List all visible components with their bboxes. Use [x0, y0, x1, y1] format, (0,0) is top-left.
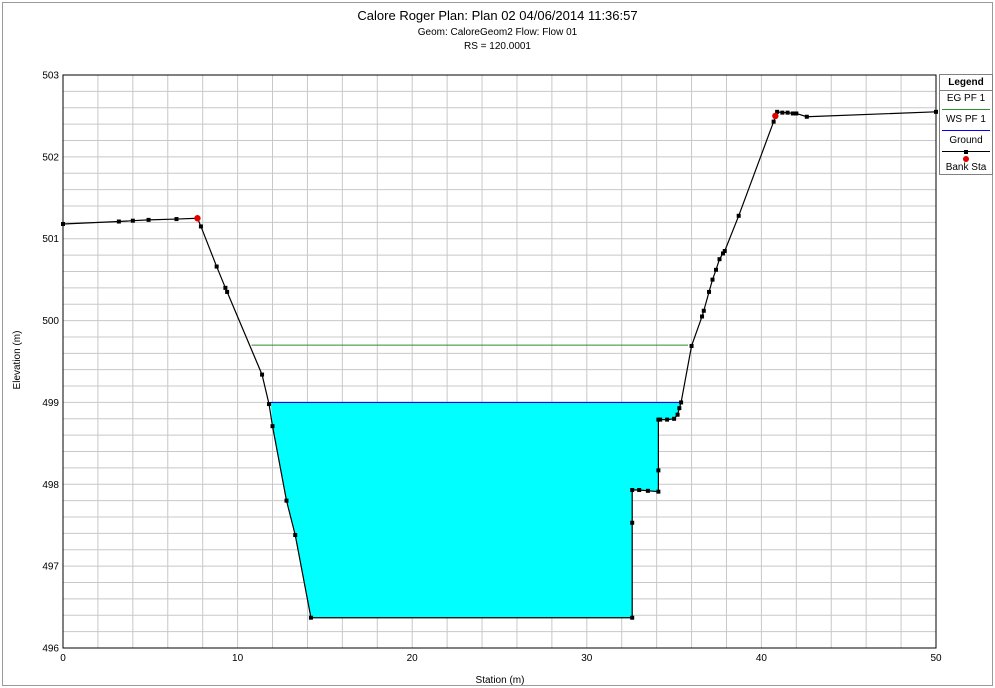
tick-labels: 0 10 20 30 40 50 496 497 498 499 500 501 502 503 [42, 71, 942, 665]
y-tick-label: 497 [42, 562, 59, 573]
bank-station-point [772, 112, 779, 120]
x-tick-label: 40 [756, 653, 768, 664]
ground-point [717, 257, 722, 262]
legend-swatch-eg [942, 109, 990, 110]
ground-point [223, 285, 228, 290]
chart-subtitle-river-station: RS = 120.0001 [464, 41, 531, 52]
ground-point [630, 520, 635, 525]
ground-point [790, 111, 795, 116]
chart-title: Calore Roger Plan: Plan 02 04/06/2014 11… [357, 8, 638, 23]
legend-label-ground: Ground [949, 135, 983, 146]
ground-point [689, 343, 694, 348]
ground-point [707, 289, 712, 294]
ground-point [675, 412, 680, 417]
legend-label-eg: EG PF 1 [946, 93, 986, 104]
x-tick-label: 20 [407, 653, 419, 664]
ground-point [146, 217, 151, 222]
ground-point [804, 114, 809, 119]
legend-label-bank-sta: Bank Sta [945, 162, 987, 173]
y-tick-label: 500 [42, 316, 59, 327]
ground-point [710, 277, 715, 282]
legend-item-ground: Ground [940, 133, 992, 154]
ground-point [214, 264, 219, 269]
ground-point [308, 615, 313, 620]
y-tick-label: 498 [42, 480, 59, 491]
ground-point [672, 416, 677, 421]
ground-point [130, 218, 135, 223]
ground-point [267, 402, 272, 407]
axes [62, 74, 937, 649]
ground-point [677, 406, 682, 411]
water-area [270, 402, 680, 618]
ground-point [720, 251, 725, 256]
x-tick-label: 30 [581, 653, 593, 664]
ground-point [656, 489, 661, 494]
legend-item-eg: EG PF 1 [940, 91, 992, 112]
ground-point [260, 372, 265, 377]
x-tick-label: 0 [60, 653, 66, 664]
ground-point [225, 289, 230, 294]
ground-point [293, 533, 298, 538]
y-tick-label: 502 [42, 152, 59, 163]
ground-point [714, 267, 719, 272]
bank-station-point [194, 215, 201, 222]
ground-point [645, 488, 650, 493]
grid-lines [62, 74, 937, 649]
x-tick-label: 50 [930, 653, 942, 664]
ground-point [785, 110, 790, 115]
x-tick-label: 10 [232, 653, 244, 664]
water-fill [270, 402, 680, 618]
ground-point [630, 488, 635, 493]
ground-point [116, 219, 121, 224]
ground-point [794, 111, 799, 116]
legend-item-bank-sta: Bank Sta [940, 154, 992, 173]
ground-point [780, 110, 785, 115]
legend-item-ws: WS PF 1 [940, 112, 992, 133]
legend-marker-bank-sta [963, 156, 969, 162]
y-tick-label: 499 [42, 398, 59, 409]
x-axis-label: Station (m) [476, 675, 525, 686]
legend: Legend EG PF 1 WS PF 1 Ground Bank Sta [939, 74, 993, 175]
ground-point [701, 308, 706, 313]
y-axis-label: Elevation (m) [12, 331, 23, 390]
ground-point [736, 213, 741, 218]
ground-point [658, 417, 663, 422]
ground-point [665, 417, 670, 422]
ground-point [722, 248, 727, 253]
ground-point [174, 217, 179, 222]
y-tick-label: 503 [42, 71, 59, 82]
legend-swatch-ws [942, 130, 990, 131]
legend-label-ws: WS PF 1 [945, 114, 986, 125]
y-tick-label: 496 [42, 644, 59, 655]
ground-point [284, 498, 289, 503]
ground-point [270, 424, 275, 429]
chart-subtitle-geometry: Geom: CaloreGeom2 Flow: Flow 01 [417, 27, 578, 38]
ground-point [771, 119, 776, 124]
plot-area-border [62, 74, 937, 649]
ground-point [775, 109, 780, 114]
legend-title: Legend [940, 75, 992, 91]
ground-point [630, 615, 635, 620]
ground-point [198, 224, 203, 229]
legend-marker-ground [964, 150, 968, 154]
ground-point [656, 468, 661, 473]
ground-point [637, 488, 642, 493]
ground-point [700, 314, 705, 319]
ground-point [679, 400, 684, 405]
y-tick-label: 501 [42, 234, 59, 245]
